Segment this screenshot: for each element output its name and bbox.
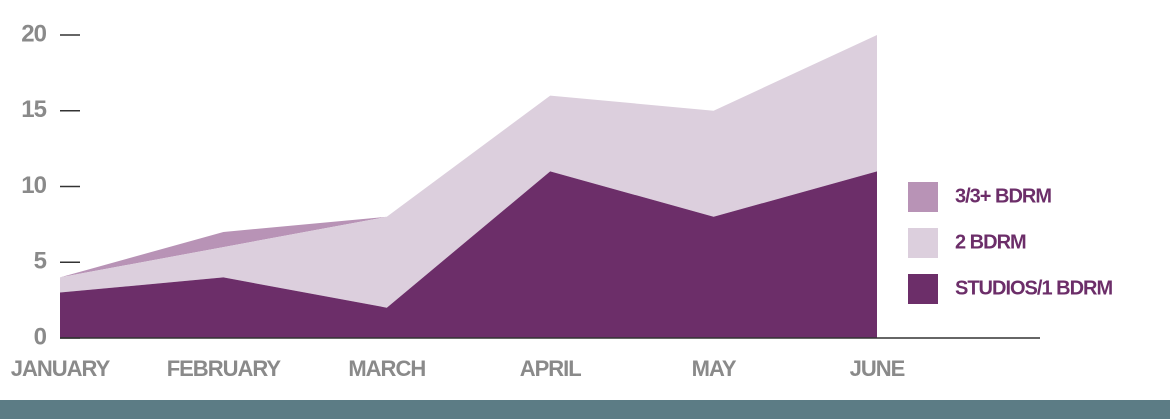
x-tick-label: MAY xyxy=(692,356,737,381)
y-tick-label: 5 xyxy=(34,248,47,275)
x-tick-label: JUNE xyxy=(850,356,905,381)
y-tick-label: 15 xyxy=(21,96,46,123)
x-tick-label: FEBRUARY xyxy=(167,356,282,381)
legend-label: 3/3+ BDRM xyxy=(955,185,1051,207)
legend-label: 2 BDRM xyxy=(955,231,1026,253)
legend-label: STUDIOS/1 BDRM xyxy=(955,277,1112,299)
legend-swatch xyxy=(908,182,938,212)
footer-bar xyxy=(0,400,1170,419)
y-tick-label: 20 xyxy=(21,20,46,47)
x-tick-label: MARCH xyxy=(348,356,425,381)
x-tick-label: APRIL xyxy=(520,356,582,381)
y-tick-label: 0 xyxy=(34,323,47,350)
x-tick-label: JANUARY xyxy=(11,356,111,381)
legend-swatch xyxy=(908,228,938,258)
area xyxy=(60,35,877,308)
legend-swatch xyxy=(908,274,938,304)
y-tick-label: 10 xyxy=(21,172,46,199)
area xyxy=(60,171,877,338)
